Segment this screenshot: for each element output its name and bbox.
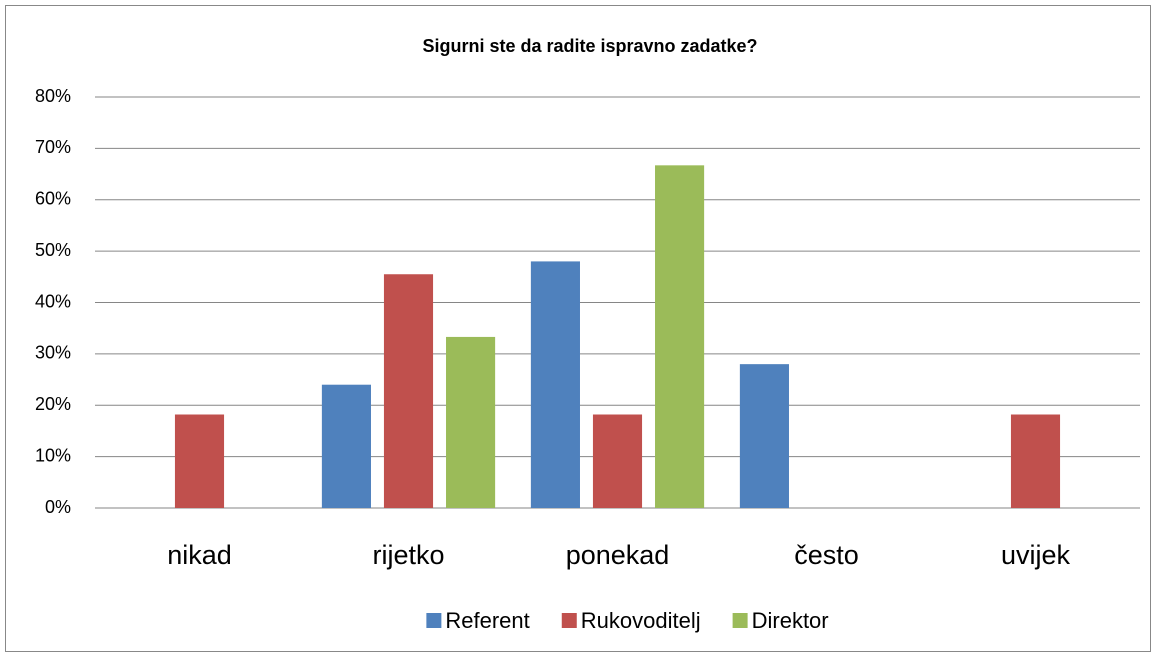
y-tick-label: 30% — [35, 343, 71, 363]
bar — [383, 274, 434, 508]
y-tick-label: 0% — [45, 497, 71, 517]
bar — [321, 384, 371, 508]
y-tick-label: 40% — [35, 291, 71, 311]
x-tick-label: nikad — [167, 540, 232, 570]
y-tick-label: 80% — [35, 86, 71, 106]
legend-label: Rukovoditelj — [581, 608, 701, 633]
legend-swatch — [732, 613, 748, 628]
y-tick-label: 10% — [35, 445, 71, 465]
legend-label: Direktor — [752, 608, 829, 633]
bar — [446, 336, 496, 508]
y-tick-label: 70% — [35, 137, 71, 157]
x-tick-label: često — [794, 540, 859, 570]
y-tick-label: 20% — [35, 394, 71, 414]
x-tick-label: ponekad — [566, 540, 670, 570]
legend-swatch — [426, 613, 442, 628]
bar — [1010, 414, 1061, 508]
bar — [174, 414, 225, 508]
x-tick-label: uvijek — [1001, 540, 1071, 570]
bar — [655, 165, 705, 509]
x-tick-label: rijetko — [372, 540, 444, 570]
bar — [739, 364, 789, 508]
bar — [592, 414, 643, 508]
y-tick-label: 50% — [35, 240, 71, 260]
chart-title: Sigurni ste da radite ispravno zadatke? — [422, 36, 757, 56]
legend-label: Referent — [445, 608, 529, 633]
legend-swatch — [561, 613, 577, 628]
bar — [530, 261, 580, 508]
y-tick-label: 60% — [35, 189, 71, 209]
